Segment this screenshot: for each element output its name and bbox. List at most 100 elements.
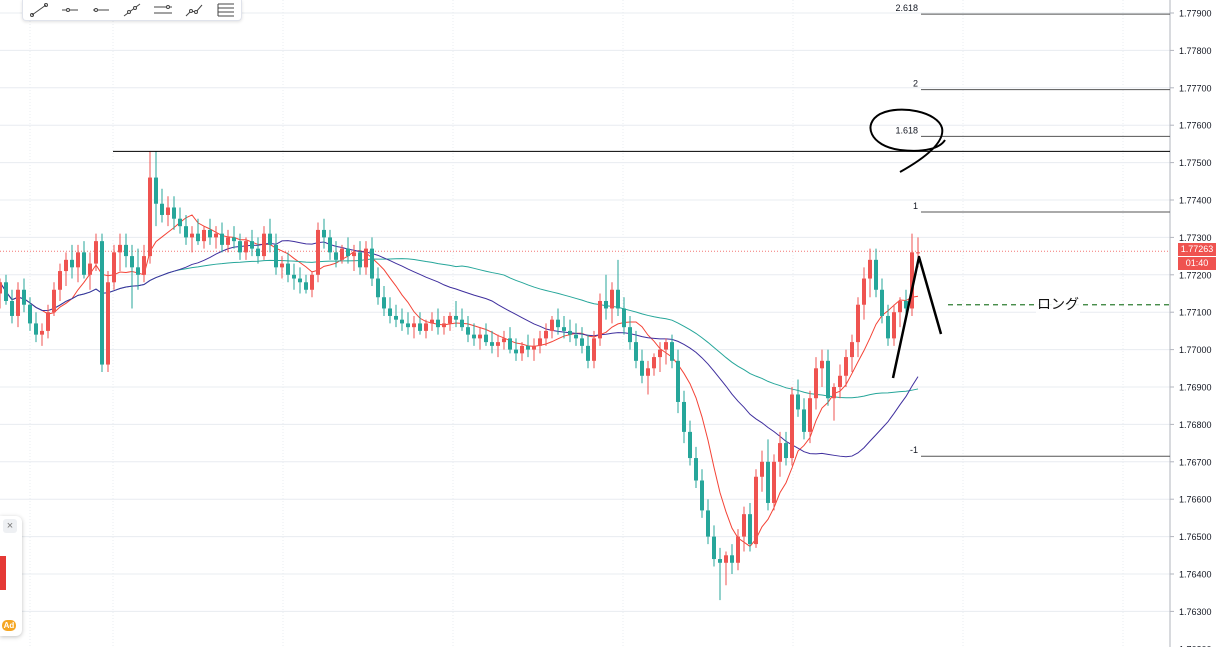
candle-body (916, 252, 920, 254)
candle-body (316, 229, 320, 275)
candle-body (160, 203, 164, 215)
candle-body (670, 342, 674, 361)
price-tick-label: 1.77000 (1179, 345, 1212, 355)
candle-body (514, 349, 518, 354)
countdown-tag: 01:40 (1178, 257, 1216, 270)
candle-body (364, 248, 368, 268)
candle-body (688, 431, 692, 459)
candle-body (568, 330, 572, 335)
candle-body (262, 233, 266, 257)
candle-body (304, 282, 308, 290)
price-tick-label: 1.76200 (1179, 644, 1212, 647)
ad-widget[interactable]: × Ad (0, 516, 22, 636)
candle-body (484, 334, 488, 343)
candle-body (652, 357, 656, 369)
candle-body (886, 315, 890, 339)
candle-body (826, 360, 830, 399)
candle-body (412, 323, 416, 328)
candle-body (622, 308, 626, 328)
candle-body (106, 282, 110, 365)
candle-body (562, 327, 566, 331)
candle-body (580, 338, 584, 346)
candle-body (16, 289, 20, 316)
candle-body (658, 349, 662, 358)
parallel-channel-icon (153, 5, 172, 14)
candle-body (430, 319, 434, 324)
candle-body (700, 480, 704, 511)
candle-body (196, 233, 200, 242)
extended-line-icon (123, 3, 140, 17)
candle-body (28, 304, 32, 324)
candle-body (784, 443, 788, 459)
candle-body (58, 271, 62, 290)
current-price-tag: 1.77263 (1178, 243, 1216, 256)
price-tick-label: 1.77500 (1179, 158, 1212, 168)
candle-body (466, 327, 470, 335)
candle-body (256, 248, 260, 257)
candle-body (532, 345, 536, 350)
candle-body (694, 458, 698, 481)
path-icon (185, 4, 202, 17)
candle-body (94, 241, 98, 264)
candle-body (292, 274, 296, 279)
candle-body (646, 368, 650, 376)
fib-level-label: 1 (913, 201, 918, 211)
candle-body (610, 289, 614, 309)
price-tick-label: 1.76900 (1179, 383, 1212, 393)
ad-badge: Ad (2, 620, 16, 631)
candle-body (268, 233, 272, 245)
ray-icon (61, 8, 78, 12)
candle-body (538, 338, 542, 346)
candle-body (172, 207, 176, 219)
horizontal-line-tool[interactable] (85, 0, 116, 20)
candle-body (850, 342, 854, 358)
candle-body (592, 338, 596, 361)
candle-body (556, 319, 560, 328)
candle-body (766, 461, 770, 503)
candle-body (844, 357, 848, 376)
candle-body (772, 461, 776, 503)
parallel-channel-tool[interactable] (147, 0, 178, 20)
fib-icon (217, 3, 234, 17)
price-tick-label: 1.76800 (1179, 420, 1212, 430)
price-tick-label: 1.77300 (1179, 233, 1212, 243)
candle-body (136, 267, 140, 275)
candle-body (832, 387, 836, 399)
candle-body (70, 259, 74, 268)
candle-body (190, 233, 194, 238)
price-tick-label: 1.76500 (1179, 532, 1212, 542)
candle-body (796, 394, 800, 410)
candle-body (184, 226, 188, 238)
candle-body (460, 319, 464, 328)
ad-close-button[interactable]: × (3, 519, 17, 533)
candle-body (214, 233, 218, 238)
trend-line-tool[interactable] (23, 0, 54, 20)
candle-body (352, 252, 356, 257)
candle-body (370, 248, 374, 279)
path-tool[interactable] (178, 0, 209, 20)
candle-body (112, 252, 116, 283)
candle-body (82, 252, 86, 275)
candle-body (526, 345, 530, 350)
candle-body (226, 237, 230, 245)
candle-body (442, 323, 446, 328)
candle-body (868, 259, 872, 279)
candle-body (64, 259, 68, 272)
candle-body (742, 514, 746, 537)
ray-tool[interactable] (54, 0, 85, 20)
candle-body (394, 315, 398, 320)
price-tick-label: 1.77600 (1179, 121, 1212, 131)
candle-body (346, 248, 350, 257)
candle-body (664, 342, 668, 350)
candle-body (874, 259, 878, 290)
fib-retracement-tool[interactable] (209, 0, 240, 20)
candle-body (712, 536, 716, 560)
price-tick-label: 1.77100 (1179, 308, 1212, 318)
candle-body (820, 360, 824, 369)
candle-body (358, 252, 362, 268)
extended-line-tool[interactable] (116, 0, 147, 20)
candle-body (904, 300, 908, 309)
candle-body (778, 443, 782, 462)
candle-body (118, 244, 122, 253)
